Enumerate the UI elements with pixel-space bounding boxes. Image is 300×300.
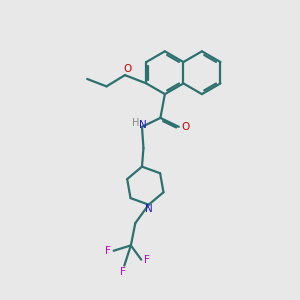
Text: N: N [139,120,147,130]
Text: F: F [144,255,150,265]
Text: N: N [145,205,153,214]
Text: H: H [132,118,139,128]
Text: O: O [181,122,190,132]
Text: F: F [120,267,126,277]
Text: F: F [105,246,111,256]
Text: O: O [124,64,132,74]
